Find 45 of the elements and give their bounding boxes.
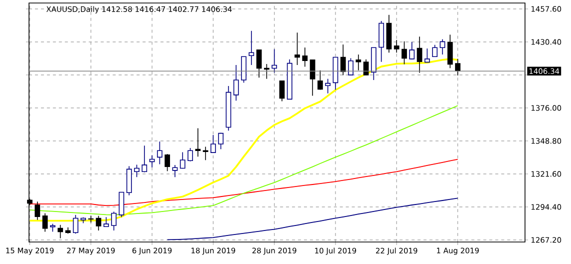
candlestick — [241, 56, 246, 84]
candlestick — [210, 134, 216, 154]
line-series — [166, 198, 458, 240]
candlestick — [164, 154, 170, 172]
candlestick — [440, 38, 446, 55]
candlestick — [202, 146, 208, 161]
candlestick — [447, 34, 453, 69]
candlestick — [279, 80, 285, 102]
candlestick — [256, 49, 262, 78]
candlestick — [149, 154, 155, 168]
candlestick — [142, 145, 148, 173]
candlestick — [402, 40, 407, 65]
candlestick — [409, 42, 415, 60]
candlestick — [195, 128, 201, 157]
candlestick — [188, 148, 193, 162]
candlestick — [294, 32, 300, 66]
candlestick — [172, 164, 178, 178]
candlestick — [218, 132, 224, 150]
candlestick — [248, 30, 254, 66]
candlestick — [264, 64, 270, 80]
candlestick — [325, 78, 331, 94]
candlestick — [156, 141, 162, 165]
candlestick — [302, 47, 308, 68]
candlestick — [111, 211, 117, 231]
candlestick — [394, 40, 400, 54]
candlestick — [340, 44, 346, 76]
candlestick — [416, 36, 422, 74]
candlestick — [42, 212, 48, 232]
candlestick — [34, 201, 40, 220]
candlestick — [72, 214, 78, 234]
candlestick — [134, 164, 140, 178]
candlestick — [455, 58, 460, 76]
candlestick — [233, 64, 239, 102]
candlestick — [356, 54, 362, 71]
candlestick — [104, 216, 109, 228]
candlestick — [96, 216, 102, 231]
candlestick — [88, 216, 94, 223]
candlestick — [348, 58, 354, 76]
candlestick — [272, 48, 278, 74]
candlestick — [118, 192, 124, 218]
candlestick — [126, 166, 132, 196]
candlestick — [432, 44, 438, 58]
candlestick — [58, 224, 64, 239]
candlestick — [180, 152, 186, 169]
candlestick — [424, 48, 430, 63]
